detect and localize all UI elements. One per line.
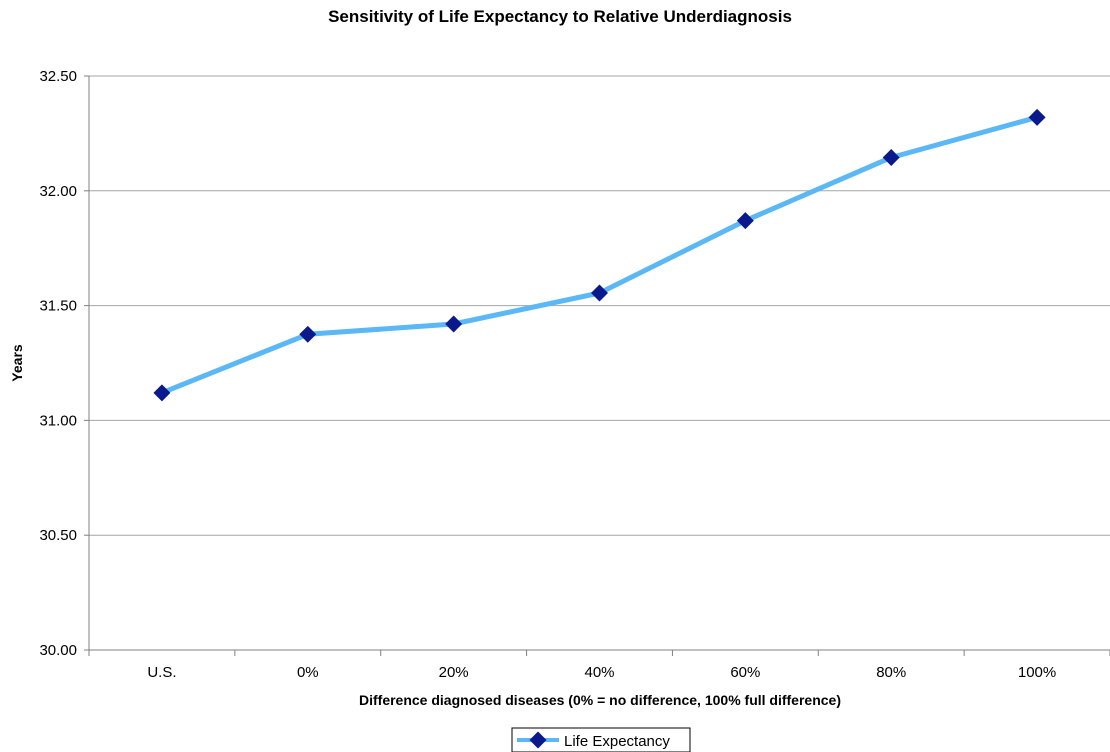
x-tick-label: U.S. [147,664,176,681]
gridlines [89,75,1110,536]
x-axis-ticks: U.S. 0% 20% 40% 60% 80% 100% [88,650,1110,681]
y-tick-label: 31.50 [39,298,77,315]
y-tick-label: 31.00 [39,412,77,429]
chart-title: Sensitivity of Life Expectancy to Relati… [328,7,792,26]
y-axis-title: Years [9,344,25,382]
y-tick-label: 32.50 [39,68,77,85]
series-line [159,114,1040,396]
x-tick-label: 0% [297,664,319,681]
data-point-marker [299,325,317,343]
legend: Life Expectancy [511,727,691,752]
data-point-marker [591,284,608,302]
x-axis-title: Difference diagnosed diseases (0% = no d… [359,692,841,708]
data-point-marker [1028,108,1046,126]
x-tick-label: 20% [439,664,469,681]
x-tick-label: 80% [876,664,906,681]
data-point-marker [882,149,900,166]
data-point-marker [153,384,171,402]
y-tick-label: 30.00 [39,642,77,659]
y-tick-label: 30.50 [39,527,77,544]
series-life-expectancy [153,108,1046,402]
x-tick-label: 60% [730,664,760,681]
y-tick-label: 32.00 [39,183,77,200]
legend-label: Life Expectancy [564,733,670,750]
x-tick-label: 100% [1018,664,1056,681]
legend-marker-swatch [529,731,547,749]
x-tick-label: 40% [584,664,614,681]
y-axis-ticks: 30.00 30.50 31.00 31.50 32.00 32.50 [39,68,89,659]
data-point-marker [445,315,463,333]
data-point-marker [736,212,754,230]
